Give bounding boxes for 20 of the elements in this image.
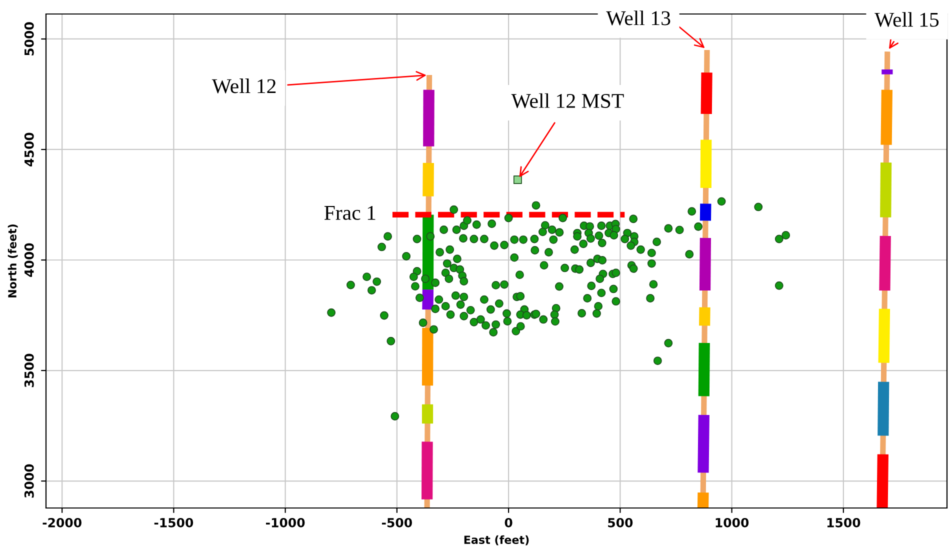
y-axis-title: North (feet) <box>8 224 18 298</box>
x-axis-title: East (feet) <box>464 535 529 546</box>
text: Well 12 <box>212 78 276 94</box>
y-tick-label: 5000 <box>24 22 34 56</box>
y-tick-label: 4500 <box>24 132 34 166</box>
series-label: Well 15 <box>874 12 939 27</box>
x-tick-label: 0 <box>504 518 512 528</box>
y-tick-label: 4000 <box>24 243 34 277</box>
text: Well 12 MST <box>511 93 624 108</box>
series-label: Frac 1 <box>324 206 376 220</box>
text: Well 13 <box>606 10 670 26</box>
y-tick-label: 3000 <box>24 464 34 498</box>
x-tick-label: -2000 <box>42 518 82 528</box>
x-tick-label: -1000 <box>266 518 305 528</box>
x-tick-label: -500 <box>382 518 412 528</box>
x-tick-label: -1500 <box>154 518 194 528</box>
x-tick-label: 1000 <box>716 518 749 528</box>
y-tick-label: 3500 <box>24 354 34 388</box>
x-tick-label: 500 <box>608 518 633 528</box>
x-tick-label: 1500 <box>827 518 860 528</box>
